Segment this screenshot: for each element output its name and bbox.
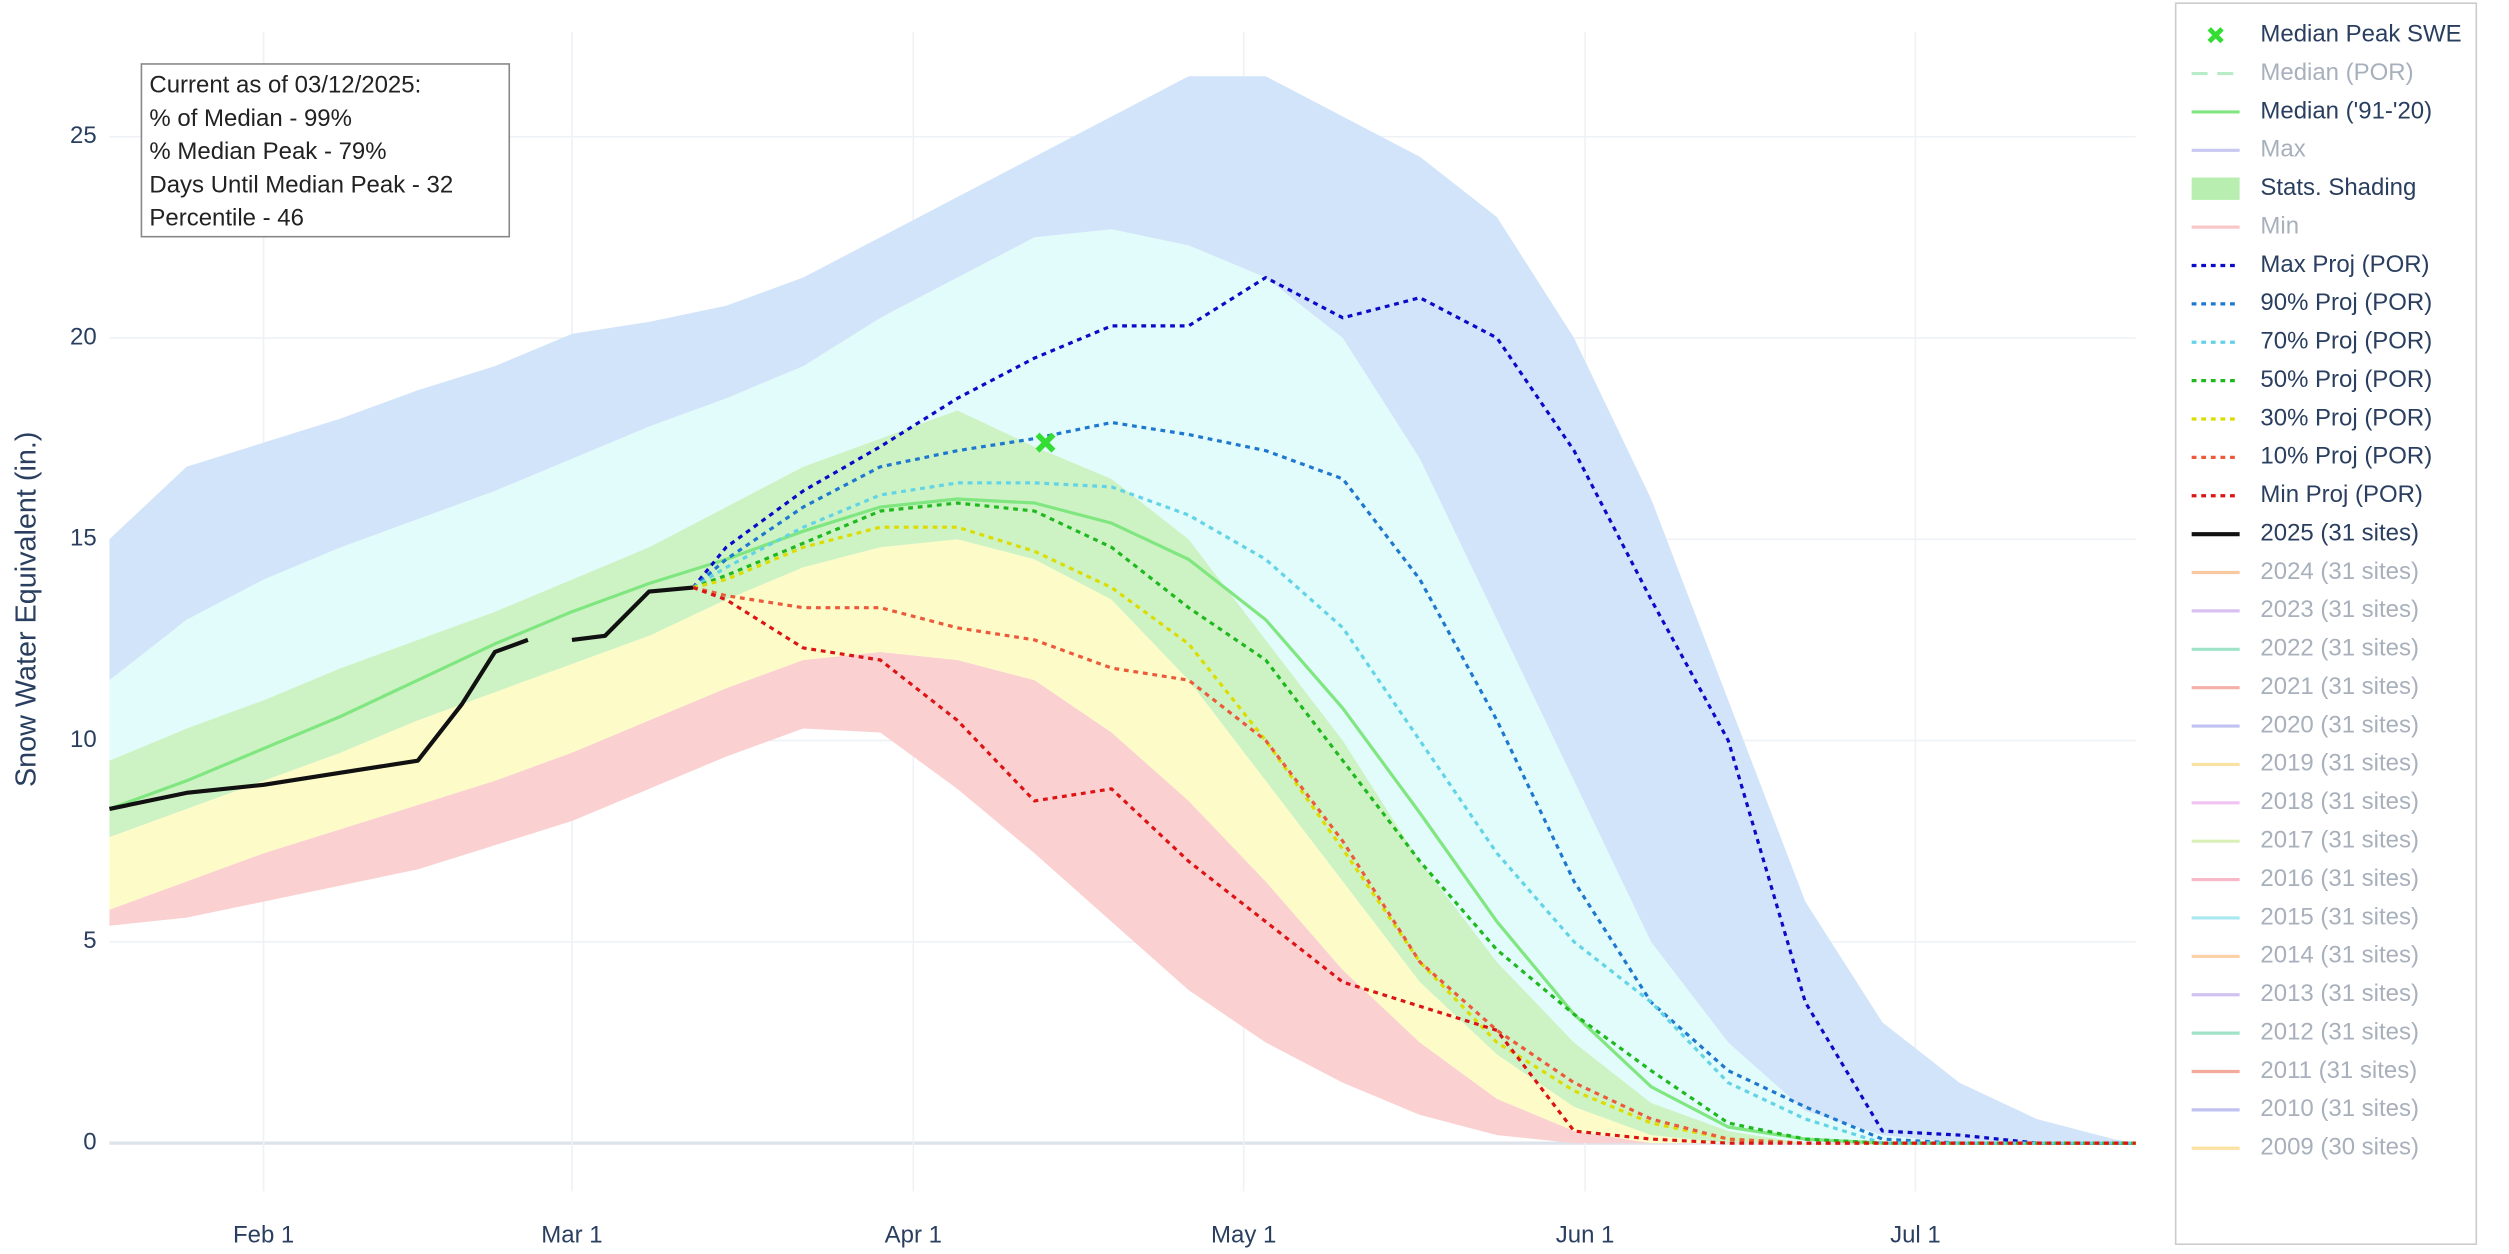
legend-label: Median (POR): [2260, 59, 2413, 86]
y-tick-label: 5: [83, 927, 96, 954]
series-line: [109, 637, 529, 812]
annotation: Current as of 03/12/2025: % of Median - 9…: [140, 63, 511, 238]
legend-label: Stats. Shading: [2260, 174, 2416, 201]
y-tick-label: 20: [70, 323, 97, 350]
legend: Median Peak SWE Median (POR) Median ('91-'…: [2174, 2, 2478, 1246]
legend-label: 90% Proj (POR): [2260, 289, 2432, 316]
legend-label: 50% Proj (POR): [2260, 366, 2432, 393]
y-tick-label: 25: [70, 122, 97, 149]
legend-label: Min: [2260, 212, 2299, 239]
x-tick-label: Feb 1: [233, 1222, 294, 1249]
y-tick-label: 0: [83, 1128, 96, 1155]
legend-label: 2023 (31 sites): [2260, 596, 2419, 623]
legend-label: Median ('91-'20): [2260, 97, 2432, 124]
x-tick-label: May 1: [1211, 1222, 1276, 1249]
legend-label: 2025 (31 sites): [2260, 519, 2419, 546]
stats-band: [109, 410, 2136, 1144]
legend-label: 2013 (31 sites): [2260, 980, 2419, 1007]
annotation-line: Current as of 03/12/2025:: [149, 72, 421, 99]
legend-label: 2020 (31 sites): [2260, 711, 2419, 738]
stats-band: [109, 229, 2136, 1144]
legend-label: 2018 (31 sites): [2260, 788, 2419, 815]
stats-band: [109, 651, 2136, 1144]
legend-label: 2024 (31 sites): [2260, 558, 2419, 585]
axes: 0 5 10 15 20 25 Feb 1 Mar 1 Apr 1 May 1 Jun 1 Jul 1: [70, 122, 1941, 1249]
legend-label: 2014 (31 sites): [2260, 942, 2419, 969]
y-axis-label: Snow Water Equivalent (in.): [10, 432, 42, 787]
stats-band: [109, 76, 2136, 1144]
legend-label: 30% Proj (POR): [2260, 404, 2432, 431]
legend-label: 2019 (31 sites): [2260, 750, 2419, 777]
legend-label: 2015 (31 sites): [2260, 903, 2419, 930]
legend-label: 10% Proj (POR): [2260, 443, 2432, 470]
legend-label: Median Peak SWE: [2260, 21, 2461, 48]
x-tick-label: Apr 1: [885, 1222, 942, 1249]
legend-box: [2174, 2, 2478, 1246]
legend-label: 2009 (30 sites): [2260, 1134, 2419, 1161]
legend-label: 2011 (31 sites): [2260, 1057, 2417, 1084]
legend-label: 2012 (31 sites): [2260, 1018, 2419, 1045]
plot-area: [108, 76, 2136, 1145]
series-line: [692, 586, 2136, 1145]
x-tick-label: Jul 1: [1890, 1222, 1941, 1249]
y-tick-label: 15: [70, 525, 97, 552]
legend-label: 2022 (31 sites): [2260, 635, 2419, 662]
annotation-box: [140, 63, 511, 238]
legend-label: 70% Proj (POR): [2260, 328, 2432, 355]
stats-band: [109, 539, 2136, 1144]
y-tick-label: 10: [70, 726, 97, 753]
peak-marker: [1035, 432, 1056, 453]
legend-label: 2010 (31 sites): [2260, 1095, 2419, 1122]
series-line: [571, 585, 694, 642]
legend-symbol: [2191, 177, 2240, 200]
annotation-line: Percentile - 46: [149, 205, 304, 232]
legend-label: Max: [2260, 136, 2305, 163]
annotation-line: % of Median - 99%: [149, 105, 352, 132]
legend-label: 2017 (31 sites): [2260, 827, 2419, 854]
annotation-line: % Median Peak - 79%: [149, 138, 386, 165]
legend-label: Min Proj (POR): [2260, 481, 2422, 508]
series-line: [692, 420, 2136, 1145]
x-tick-label: Mar 1: [541, 1222, 602, 1249]
legend-label: 2021 (31 sites): [2260, 673, 2419, 700]
annotation-line: Days Until Median Peak - 32: [149, 171, 453, 198]
x-tick-label: Jun 1: [1556, 1222, 1615, 1249]
legend-label: 2016 (31 sites): [2260, 865, 2419, 892]
legend-symbol: [2207, 27, 2224, 44]
legend-label: Max Proj (POR): [2260, 251, 2429, 278]
